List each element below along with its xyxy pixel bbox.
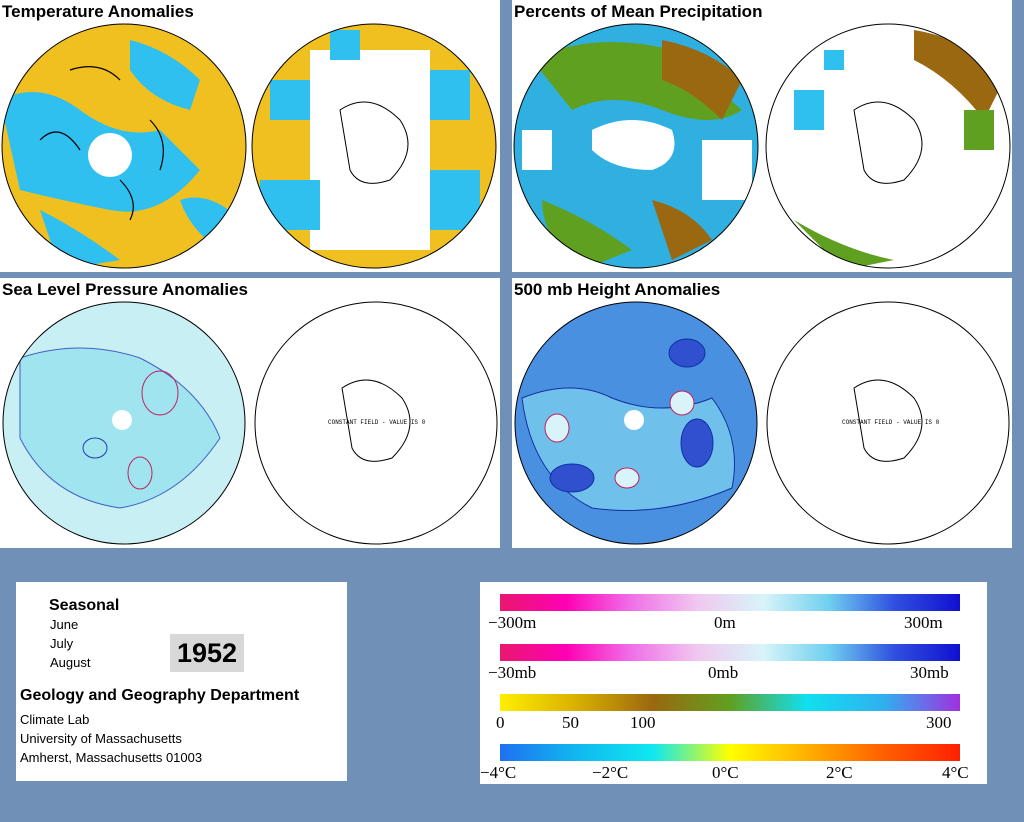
month-june: June: [50, 617, 79, 632]
precip-label-300: 300: [926, 713, 952, 732]
pressure-panel: Sea Level Pressure Anomalies CONSTANT FI…: [0, 278, 500, 548]
temperature-title: Temperature Anomalies: [0, 0, 198, 23]
pressure-globe-2: [254, 301, 498, 545]
pressure-title: Sea Level Pressure Anomalies: [0, 278, 253, 301]
temperature-globe-1: [1, 23, 247, 269]
height-panel: 500 mb Height Anomalies CONSTANT FIELD -…: [512, 278, 1012, 548]
pressure-label-max: 30mb: [910, 663, 949, 682]
month-july: July: [50, 636, 74, 651]
precipitation-globe-1: [513, 23, 759, 269]
precip-label-100: 100: [630, 713, 656, 732]
legend-box: −300m 0m 300m −30mb 0mb 30mb 0 50 100 30…: [480, 582, 987, 784]
address-line-3: Amherst, Massachusetts 01003: [20, 750, 203, 765]
season-label: Seasonal: [49, 597, 120, 614]
temp-label-2: 2°C: [826, 763, 853, 782]
temperature-panel: Temperature Anomalies: [0, 0, 500, 272]
address-line-1: Climate Lab: [20, 712, 90, 727]
precipitation-globe-2: [765, 23, 1011, 269]
height-globe-2: [766, 301, 1010, 545]
height-constant-note: CONSTANT FIELD - VALUE IS 0: [842, 419, 940, 426]
pressure-constant-note: CONSTANT FIELD - VALUE IS 0: [328, 419, 426, 426]
height-label-max: 300m: [904, 613, 943, 632]
temperature-globe-2: [251, 23, 497, 269]
height-title: 500 mb Height Anomalies: [512, 278, 725, 301]
height-label-min: −300m: [488, 613, 537, 632]
pressure-label-min: −30mb: [488, 663, 537, 682]
temp-label-neg2: −2°C: [592, 763, 629, 782]
year-label: 1952: [170, 634, 244, 672]
temp-label-4: 4°C: [942, 763, 969, 782]
address-line-2: University of Massachusetts: [20, 731, 182, 746]
precipitation-colorbar: [500, 694, 960, 711]
month-august: August: [50, 655, 91, 670]
pressure-globe-1: [2, 301, 246, 545]
department-label: Geology and Geography Department: [20, 687, 300, 704]
pressure-colorbar: [500, 644, 960, 661]
height-colorbar: [500, 594, 960, 611]
precipitation-title: Percents of Mean Precipitation: [512, 0, 767, 23]
pressure-label-mid: 0mb: [708, 663, 739, 682]
height-globe-1: [514, 301, 758, 545]
precipitation-panel: Percents of Mean Precipitation: [512, 0, 1012, 272]
temp-label-neg4: −4°C: [480, 763, 517, 782]
precip-label-0: 0: [496, 713, 505, 732]
info-box: Seasonal June July August 1952 Geology a…: [16, 582, 347, 781]
precip-label-50: 50: [562, 713, 579, 732]
temperature-colorbar: [500, 744, 960, 761]
temp-label-0: 0°C: [712, 763, 739, 782]
height-label-mid: 0m: [714, 613, 736, 632]
